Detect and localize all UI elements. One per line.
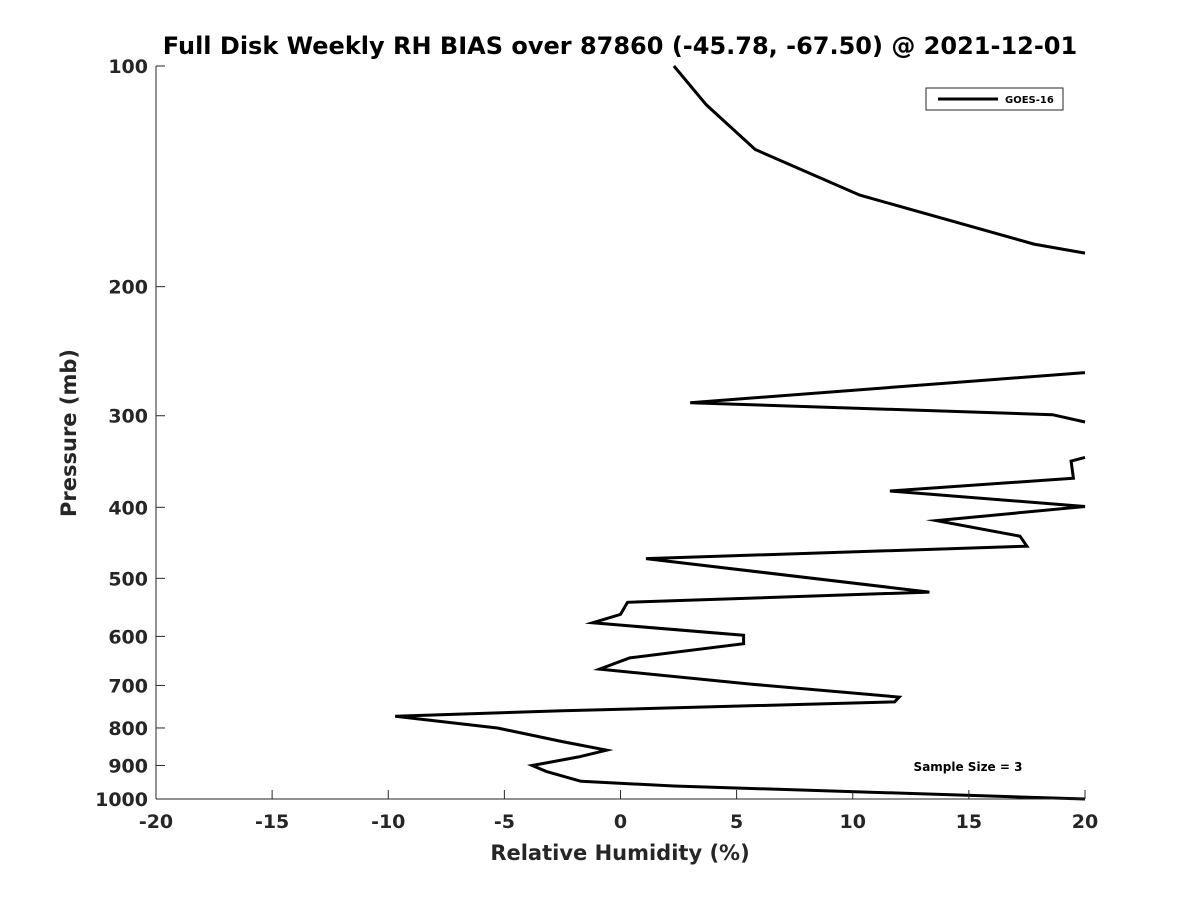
x-tick-label: 15 <box>956 811 982 833</box>
y-tick-label: 800 <box>108 718 148 740</box>
y-tick-label: 700 <box>108 675 148 697</box>
x-tick-label: 5 <box>730 811 743 833</box>
series-line-1-segment-3 <box>395 455 1086 801</box>
x-tick-label: 20 <box>1072 811 1098 833</box>
series-line-1-segment-2 <box>690 371 1086 424</box>
y-tick-label: 900 <box>108 755 148 777</box>
chart-title: Full Disk Weekly RH BIAS over 87860 (-45… <box>163 32 1077 60</box>
x-tick-label: -5 <box>494 811 515 833</box>
x-tick-label: -20 <box>139 811 173 833</box>
y-tick-label: 300 <box>108 406 148 428</box>
y-tick-label: 400 <box>108 497 148 519</box>
y-tick-label: 200 <box>108 277 148 299</box>
x-tick-label: -10 <box>371 811 405 833</box>
y-tick-label: 100 <box>108 56 148 78</box>
y-axis-ticks: 100 200 300 400 500 600 700 800 900 1000 <box>95 56 165 811</box>
series-lines <box>395 65 1086 801</box>
sample-size-annotation: Sample Size = 3 <box>914 760 1023 774</box>
x-axis-ticks: -20 -15 -10 -5 0 5 10 15 20 <box>139 790 1098 833</box>
legend: GOES-16 <box>925 87 1064 111</box>
series-line-1-segment-1 <box>672 65 1086 255</box>
y-axis-label: Pressure (mb) <box>57 349 81 517</box>
y-tick-label: 600 <box>108 626 148 648</box>
x-tick-label: 0 <box>614 811 627 833</box>
x-tick-label: 10 <box>840 811 866 833</box>
y-tick-label: 500 <box>108 568 148 590</box>
plot-area: -20 -15 -10 -5 0 5 10 15 20 100 200 300 400 500 600 70… <box>95 56 1098 833</box>
legend-label: GOES-16 <box>1005 95 1054 106</box>
y-tick-label: 1000 <box>95 789 148 811</box>
x-axis-label: Relative Humidity (%) <box>490 841 749 865</box>
x-tick-label: -15 <box>255 811 289 833</box>
